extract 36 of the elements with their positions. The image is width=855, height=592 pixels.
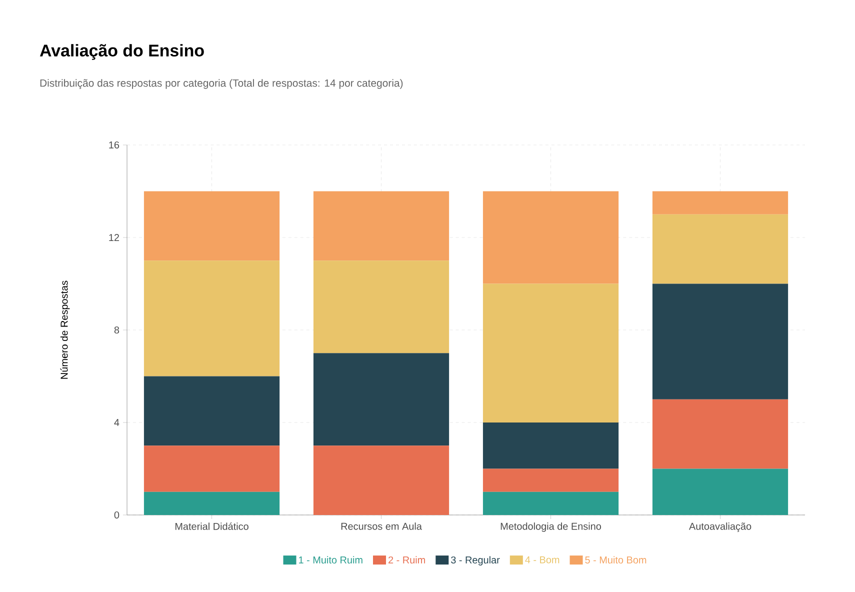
bar [652, 191, 788, 214]
bar [144, 376, 280, 446]
bar [482, 191, 619, 284]
chart-subtitle: Distribuição das respostas por categoria (Total de respostas: 14 por categoria) [40, 79, 403, 89]
bar [482, 492, 619, 515]
bar [482, 284, 619, 422]
legend-label: 5 - Muito Bom [585, 556, 646, 564]
y-tick-label: 16 [109, 141, 120, 149]
bar [313, 353, 450, 446]
y-axis-title: Número de Respostas [60, 280, 70, 379]
bar [482, 468, 619, 492]
bar [652, 284, 788, 400]
bar [313, 260, 450, 354]
x-tick-label: Material Didático [175, 522, 248, 530]
bar [313, 446, 450, 515]
bar [652, 214, 788, 284]
bar [652, 399, 788, 469]
legend-label: 2 - Ruim [388, 556, 425, 564]
x-tick-label: Recursos em Aula [341, 522, 422, 530]
bar [144, 191, 280, 261]
bar [144, 492, 280, 515]
chart-title: Avaliação do Ensino [40, 44, 204, 60]
x-tick-label: Metodologia de Ensino [500, 522, 601, 532]
bar [144, 446, 280, 492]
y-tick-label: 4 [114, 419, 120, 426]
bar [313, 191, 450, 261]
legend-label: 4 - Bom [525, 556, 560, 564]
y-tick-label: 0 [114, 511, 120, 519]
legend-label: 3 - Regular [451, 556, 500, 566]
bar [482, 422, 619, 469]
y-tick-label: 8 [114, 326, 120, 334]
y-tick-label: 12 [109, 234, 119, 241]
bar [144, 260, 280, 376]
bar [652, 468, 788, 515]
x-tick-label: Autoavaliação [688, 522, 752, 532]
legend-label: 1 - Muito Ruim [299, 556, 362, 564]
